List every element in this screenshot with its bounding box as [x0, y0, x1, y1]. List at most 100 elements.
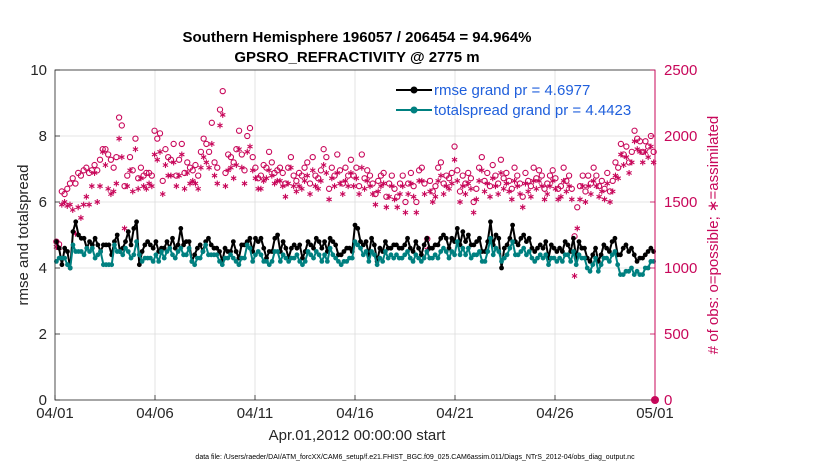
rmse-point	[313, 235, 319, 241]
obs-assimilated-point	[525, 188, 532, 195]
rmse-point	[631, 252, 637, 258]
obs-possible-point	[565, 172, 573, 179]
obs-possible-point	[467, 175, 475, 182]
obs-assimilated-point	[596, 193, 602, 200]
spread-point	[123, 245, 128, 251]
spread-point	[70, 242, 76, 248]
spread-point	[186, 245, 192, 251]
obs-possible-point	[170, 140, 177, 148]
obs-assimilated-point	[418, 177, 425, 184]
obs-assimilated-point	[157, 148, 163, 155]
spread-point	[219, 262, 225, 268]
obs-assimilated-point	[544, 191, 551, 198]
obs-assimilated-point	[247, 143, 253, 150]
rmse-point	[443, 235, 449, 241]
spread-point	[402, 252, 408, 258]
spread-point	[391, 255, 397, 261]
obs-assimilated-point	[173, 183, 180, 190]
spread-point	[452, 252, 457, 258]
obs-assimilated-point	[607, 199, 613, 205]
rmse-point	[59, 262, 65, 268]
rmse-point	[383, 239, 388, 245]
obs-possible-point	[582, 188, 589, 195]
spread-point	[161, 255, 167, 261]
spread-point	[95, 252, 101, 258]
spread-point	[333, 255, 339, 261]
obs-assimilated-point	[631, 138, 638, 145]
obs-assimilated-point	[615, 175, 622, 182]
spread-point	[264, 259, 269, 264]
obs-possible-point	[598, 177, 605, 185]
spread-point	[620, 272, 626, 277]
rmse-point	[275, 232, 280, 238]
obs-assimilated-point	[492, 183, 499, 190]
rmse-point	[125, 229, 131, 235]
obs-assimilated-point	[195, 185, 202, 192]
rmse-point	[648, 245, 654, 251]
obs-assimilated-point	[105, 185, 112, 192]
obs-possible-point	[530, 164, 537, 171]
rmse-point	[139, 249, 145, 254]
spread-point	[634, 268, 640, 274]
obs-assimilated-point	[241, 180, 248, 187]
obs-assimilated-point	[94, 199, 101, 205]
obs-possible-point	[549, 167, 556, 174]
obs-possible-point	[560, 164, 567, 171]
spread-point	[457, 252, 463, 258]
obs-possible-point	[115, 114, 123, 121]
obs-assimilated-point	[168, 172, 174, 179]
obs-assimilated-point	[331, 183, 338, 190]
obs-assimilated-point	[522, 180, 529, 187]
obs-possible-point	[148, 172, 155, 179]
obs-assimilated-point	[601, 196, 608, 203]
rmse-point	[421, 242, 427, 248]
spread-point	[394, 252, 399, 258]
obs-assimilated-point	[88, 183, 95, 190]
spread-point	[228, 252, 233, 258]
spread-point	[493, 245, 499, 251]
rmse-point	[136, 262, 142, 268]
obs-assimilated-point	[470, 209, 477, 216]
obs-possible-point	[503, 169, 510, 177]
obs-possible-point	[69, 175, 76, 182]
obs-assimilated-point	[448, 180, 455, 187]
obs-assimilated-point	[113, 180, 120, 187]
obs-assimilated-point	[498, 169, 504, 176]
spread-point	[590, 262, 596, 268]
spread-point	[84, 245, 90, 251]
rmse-point	[280, 239, 286, 245]
obs-possible-point	[609, 177, 616, 185]
obs-possible-point	[219, 87, 226, 95]
spread-point	[203, 242, 209, 248]
obs-assimilated-point	[549, 177, 556, 184]
obs-assimilated-point	[78, 214, 84, 221]
rmse-point	[510, 222, 516, 228]
spread-point	[313, 249, 319, 254]
spread-point	[159, 249, 164, 254]
obs-assimilated-point	[568, 196, 575, 203]
obs-possible-point	[137, 164, 145, 171]
obs-assimilated-point	[271, 180, 278, 187]
spread-point	[468, 255, 474, 261]
rmse-point	[206, 235, 211, 241]
obs-assimilated-point	[577, 196, 583, 203]
obs-possible-point	[473, 185, 480, 192]
obs-assimilated-point	[574, 225, 581, 232]
obs-assimilated-point	[642, 148, 649, 155]
spread-point	[609, 252, 615, 258]
x-tick-label: 04/01	[36, 405, 74, 422]
spread-point	[131, 252, 137, 258]
spread-point	[250, 259, 256, 264]
obs-assimilated-point	[372, 201, 379, 208]
rmse-point	[192, 252, 198, 258]
spread-point	[540, 255, 546, 261]
obs-assimilated-point	[560, 177, 567, 184]
rmse-point	[493, 232, 499, 238]
obs-possible-point	[612, 159, 619, 166]
rmse-point	[634, 259, 640, 264]
obs-possible-point	[642, 138, 649, 145]
obs-assimilated-point	[508, 196, 515, 203]
spread-point	[606, 259, 612, 264]
rmse-point	[645, 249, 651, 254]
spread-point	[504, 252, 510, 258]
